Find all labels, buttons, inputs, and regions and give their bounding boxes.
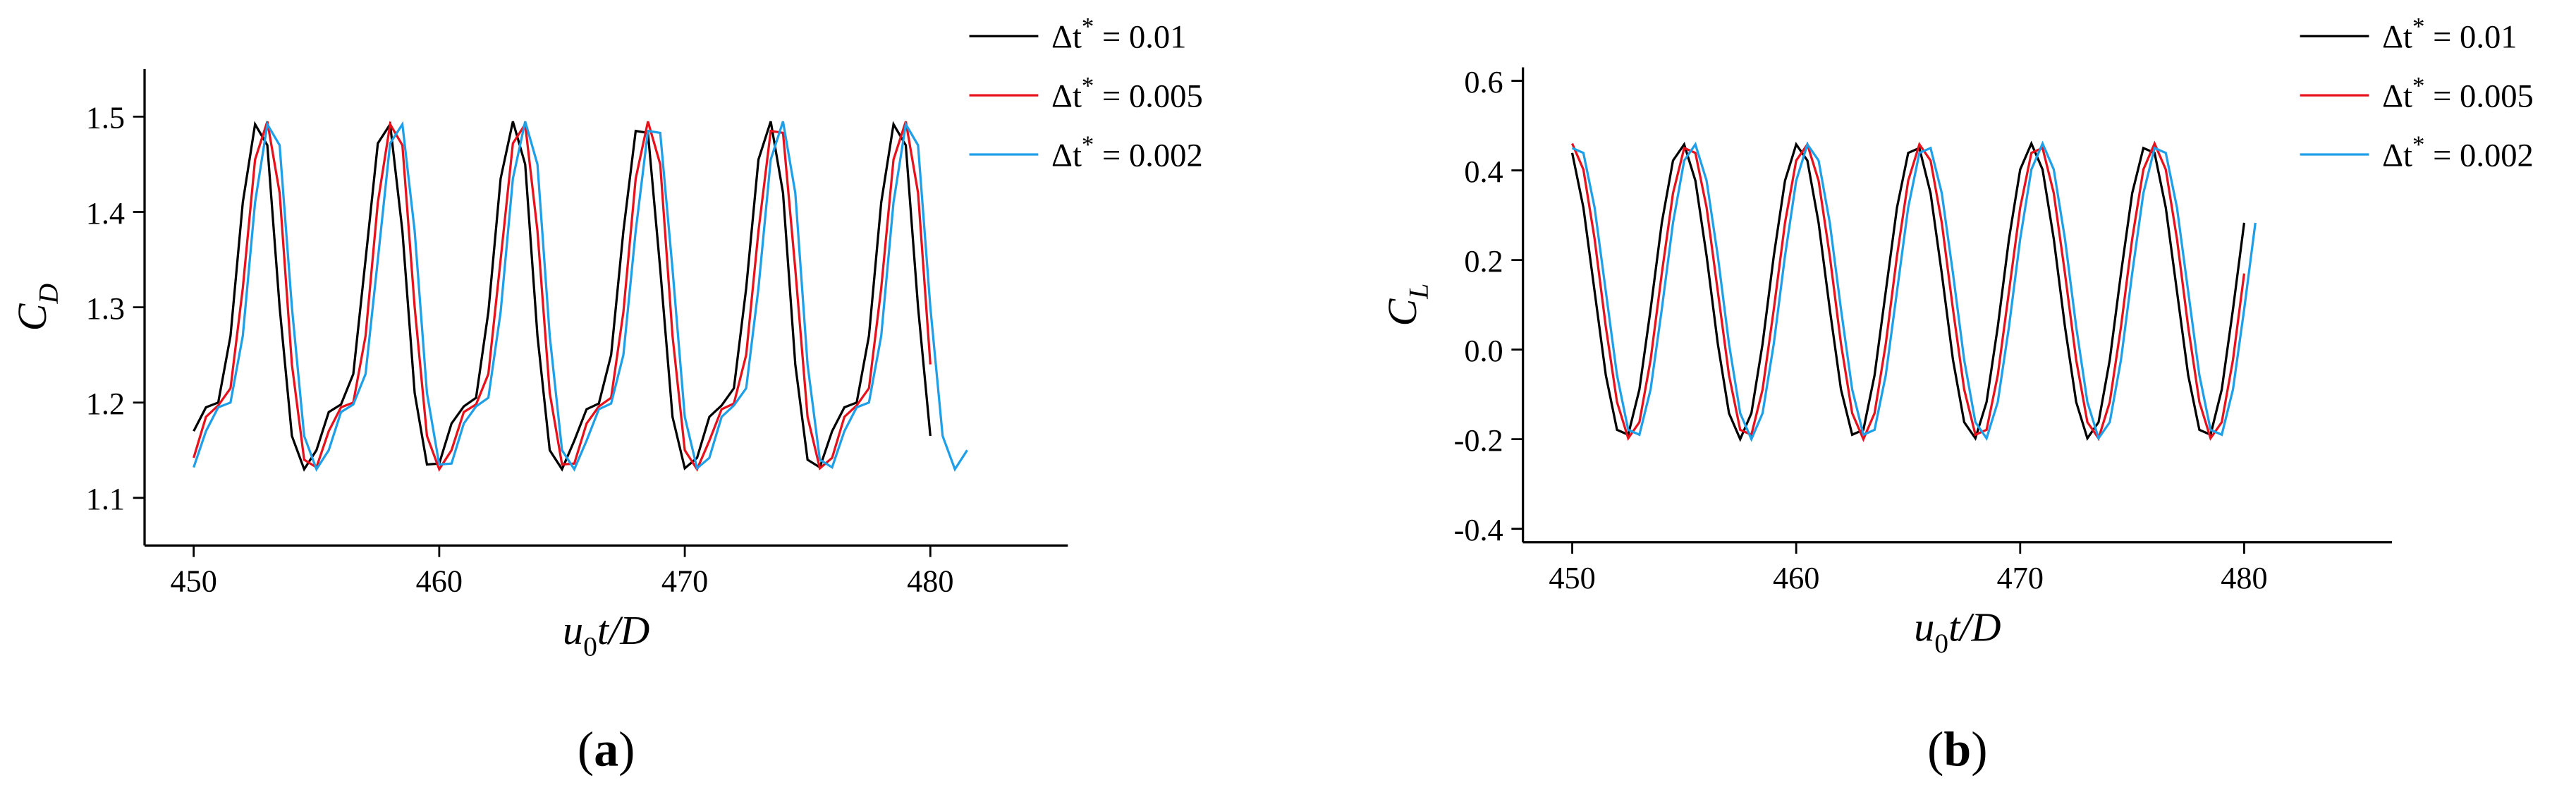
y-label-subscript: D xyxy=(33,284,64,305)
data-line xyxy=(1571,140,2246,442)
y-label-symbol: C xyxy=(9,303,55,331)
y-tick-label: 1.1 xyxy=(86,482,125,516)
y-tick-label: -0.2 xyxy=(1454,423,1503,458)
panel-label: (b) xyxy=(1927,723,1987,777)
x-label-symbol: u xyxy=(1914,604,1934,650)
y-label-symbol: C xyxy=(1379,298,1425,327)
legend-label: Δt* = 0.01 xyxy=(2382,13,2517,56)
x-label-subscript: 0 xyxy=(1934,628,1948,659)
x-tick-label: 460 xyxy=(416,564,463,599)
y-tick-label: 1.5 xyxy=(86,101,125,135)
legend-label: Δt* = 0.005 xyxy=(1051,72,1203,115)
data-line xyxy=(193,121,932,472)
y-tick-label: 0.0 xyxy=(1464,334,1503,368)
x-tick-label: 480 xyxy=(2221,561,2267,595)
y-tick-label: 1.3 xyxy=(86,291,125,326)
y-axis-label: CD xyxy=(9,284,63,331)
x-label-subscript: 0 xyxy=(583,631,597,662)
x-axis-label: u0t/D xyxy=(1914,604,2001,658)
legend-label: Δt* = 0.002 xyxy=(1051,131,1203,174)
y-tick-label: 0.4 xyxy=(1464,154,1503,189)
data-line xyxy=(1571,140,2257,442)
legend-label: Δt* = 0.002 xyxy=(2382,131,2534,174)
panel-label: (a) xyxy=(578,723,635,777)
data-line xyxy=(1570,140,2246,442)
legend-label: Δt* = 0.01 xyxy=(1051,13,1186,56)
y-tick-label: 1.2 xyxy=(86,387,125,421)
x-label-rest: t/D xyxy=(1948,604,2001,650)
y-tick-label: -0.4 xyxy=(1454,513,1503,547)
data-line xyxy=(193,121,932,472)
x-axis-label: u0t/D xyxy=(563,607,649,662)
x-tick-label: 450 xyxy=(1549,561,1595,595)
legend-label: Δt* = 0.005 xyxy=(2382,72,2534,115)
x-tick-label: 470 xyxy=(661,564,708,599)
y-tick-label: 1.4 xyxy=(86,196,125,231)
x-label-symbol: u xyxy=(563,607,583,653)
x-tick-label: 460 xyxy=(1773,561,1819,595)
x-tick-label: 470 xyxy=(1997,561,2044,595)
y-tick-label: 0.6 xyxy=(1464,65,1503,99)
x-tick-label: 450 xyxy=(170,564,216,599)
data-line xyxy=(193,121,968,472)
y-axis-label: CL xyxy=(1379,284,1434,327)
x-label-rest: t/D xyxy=(597,607,649,653)
y-label-subscript: L xyxy=(1403,284,1434,300)
x-tick-label: 480 xyxy=(907,564,953,599)
y-tick-label: 0.2 xyxy=(1464,244,1503,279)
